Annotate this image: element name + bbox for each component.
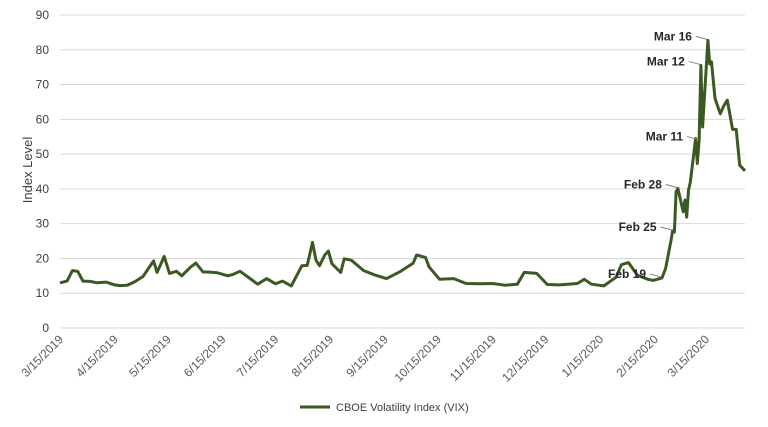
y-tick-label: 0 xyxy=(42,321,49,335)
annotation-leader xyxy=(688,60,700,65)
annotation-label: Feb 28 xyxy=(624,178,662,192)
annotation-leader xyxy=(686,136,699,141)
y-tick-label: 20 xyxy=(36,251,50,265)
x-tick-label: 7/15/2019 xyxy=(234,332,282,380)
y-tick-label: 50 xyxy=(36,147,50,161)
annotation-label: Feb 19 xyxy=(608,267,646,281)
x-tick-label: 2/15/2020 xyxy=(613,332,661,380)
x-tick-label: 12/15/2019 xyxy=(499,332,552,385)
annotation-label: Feb 25 xyxy=(619,220,657,234)
y-tick-label: 60 xyxy=(36,112,50,126)
annotation-leader xyxy=(649,273,662,278)
annotation-label: Mar 16 xyxy=(654,29,692,43)
y-axis-label: Index Level xyxy=(20,137,35,204)
annotation-leader xyxy=(665,184,678,189)
gridlines xyxy=(60,14,745,329)
y-tick-label: 90 xyxy=(36,8,50,22)
x-axis-ticks: 3/15/2019 4/15/2019 5/15/2019 6/15/2019 7/15… xyxy=(18,332,712,385)
x-tick-label: 9/15/2019 xyxy=(343,332,391,380)
x-tick-label: 11/15/2019 xyxy=(447,332,499,384)
y-tick-label: 40 xyxy=(36,182,50,196)
annotation-label: Mar 11 xyxy=(646,130,684,144)
x-tick-label: 1/15/2020 xyxy=(559,332,607,380)
x-tick-label: 6/15/2019 xyxy=(181,332,229,380)
annotation-label: Mar 12 xyxy=(647,54,685,68)
x-tick-label: 3/15/2020 xyxy=(665,332,713,380)
y-tick-label: 10 xyxy=(36,286,50,300)
y-tick-label: 70 xyxy=(36,78,50,92)
annotations: Mar 16 Mar 12 Mar 11 Feb 28 Feb 25 Feb 19 xyxy=(608,29,708,281)
legend: CBOE Volatility Index (VIX) xyxy=(300,402,469,414)
x-tick-label: 10/15/2019 xyxy=(392,332,445,385)
x-tick-label: 4/15/2019 xyxy=(73,332,121,380)
x-tick-label: 3/15/2019 xyxy=(18,332,66,380)
annotation-leader xyxy=(695,35,708,40)
annotation-leader xyxy=(660,226,672,231)
x-tick-label: 5/15/2019 xyxy=(126,332,174,380)
legend-label: CBOE Volatility Index (VIX) xyxy=(336,402,469,414)
y-axis-ticks: 0 10 20 30 40 50 60 70 80 90 xyxy=(36,8,50,335)
y-tick-label: 30 xyxy=(36,217,50,231)
x-tick-label: 8/15/2019 xyxy=(289,332,337,380)
vix-series-line xyxy=(59,38,747,288)
y-tick-label: 80 xyxy=(36,43,50,57)
